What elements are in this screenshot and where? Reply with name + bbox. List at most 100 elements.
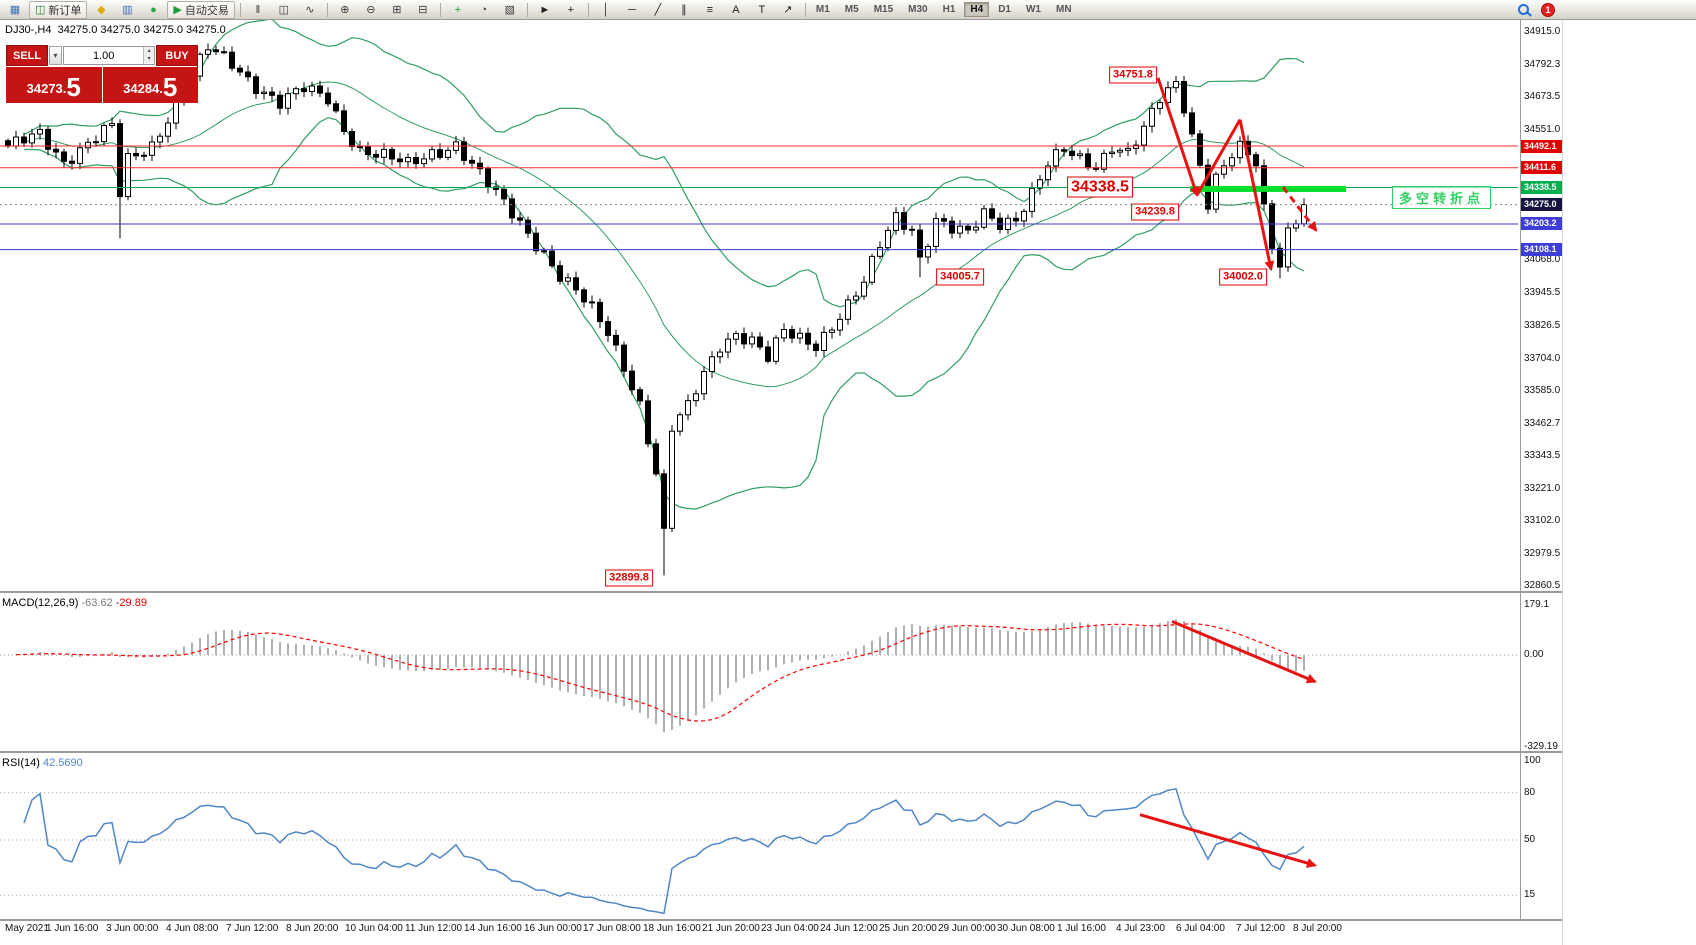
buy-price-frac: 5	[162, 72, 178, 102]
chart-ohlc-header: DJ30-,H4 34275.0 34275.0 34275.0 34275.0	[5, 24, 226, 36]
candlestick-chart-icon[interactable]: ◫	[272, 1, 296, 19]
new-order-button[interactable]: ◫ 新订单	[29, 0, 88, 19]
macd-name: MACD(12,26,9)	[2, 597, 79, 609]
macd-panel-separator[interactable]	[0, 591, 1562, 593]
new-chart-icon[interactable]: ▦	[3, 1, 27, 19]
periods-icon: ◔	[480, 3, 488, 16]
notification-badge[interactable]: 1	[1541, 3, 1555, 17]
profiles-icon: ●	[150, 3, 157, 16]
templates-icon[interactable]: ▧	[498, 1, 522, 19]
zoom-in-icon: ⊕	[340, 3, 350, 16]
volume-up-icon[interactable]: ▴	[144, 47, 154, 55]
cursor-icon[interactable]: ►	[533, 1, 557, 19]
timeframe-M30[interactable]: M30	[908, 4, 928, 15]
window-right-border	[1562, 20, 1563, 945]
bar-chart-icon[interactable]: ‖	[246, 1, 270, 19]
zoom-out-icon[interactable]: ⊖	[359, 1, 383, 19]
timeframe-M5[interactable]: M5	[844, 4, 859, 15]
fibonacci-icon[interactable]: ≡	[698, 1, 722, 19]
macd-main-value: -63.62	[81, 597, 113, 609]
toolbar-separator	[587, 2, 589, 17]
folder-icon: ◆	[97, 3, 106, 16]
arrows-icon[interactable]: ↗	[776, 1, 800, 19]
buy-button[interactable]: BUY	[156, 45, 198, 66]
crosshair-icon: +	[567, 3, 575, 16]
toolbar-separator	[239, 2, 241, 17]
rsi-label: RSI(14) 42.5690	[2, 757, 83, 769]
timeframe-toolbar: M1 M5 M15 M30 H1 H4 D1 W1 MN	[809, 2, 1078, 17]
folder-icon[interactable]: ◆	[89, 1, 113, 19]
sell-button[interactable]: SELL	[6, 45, 48, 66]
toolbar-separator	[804, 2, 806, 17]
timeframe-D1[interactable]: D1	[998, 4, 1011, 15]
timeframe-M1[interactable]: M1	[815, 4, 830, 15]
zoom-in-icon[interactable]: ⊕	[333, 1, 357, 19]
line-chart-icon: ∿	[305, 3, 315, 16]
auto-arrange-icon[interactable]: ⊟	[411, 1, 435, 19]
indicators-icon[interactable]: +	[446, 1, 470, 19]
timeframe-M15[interactable]: M15	[873, 4, 894, 15]
new-order-button-label: 新订单	[48, 4, 82, 17]
volume-input[interactable]	[64, 47, 144, 64]
toolbar-separator	[326, 2, 328, 17]
periods-icon[interactable]: ◔	[472, 1, 496, 19]
tile-windows-icon: ⊞	[392, 3, 402, 16]
macd-signal-value: -29.89	[115, 597, 147, 609]
channel-icon: ∥	[681, 3, 687, 16]
rsi-panel-separator[interactable]	[0, 751, 1562, 753]
indicators-icon: +	[454, 3, 462, 16]
autotrading-button[interactable]: ▶ 自动交易	[167, 0, 235, 19]
trendline-icon: ╱	[654, 3, 662, 16]
line-chart-icon[interactable]: ∿	[298, 1, 322, 19]
sell-price-frac: 5	[66, 72, 81, 102]
new-chart-icon: ▦	[9, 3, 21, 16]
candlestick-chart-icon: ◫	[278, 3, 290, 16]
volume-down-icon[interactable]: ▾	[144, 55, 154, 63]
autotrading-icon: ▶	[173, 3, 182, 16]
bar-chart-icon: ‖	[255, 3, 261, 16]
timeframe-MN[interactable]: MN	[1055, 4, 1072, 15]
vertical-line-icon: │	[602, 3, 610, 16]
cursor-icon: ►	[539, 3, 551, 16]
toolbar-separator	[439, 2, 441, 17]
macd-label: MACD(12,26,9) -63.62 -29.89	[2, 597, 147, 609]
profiles-icon[interactable]: ●	[141, 1, 165, 19]
new-order-icon: ◫	[35, 3, 46, 16]
vertical-line-icon[interactable]: │	[594, 1, 618, 19]
auto-arrange-icon: ⊟	[418, 3, 428, 16]
charts-icon[interactable]: ▥	[115, 1, 139, 19]
sell-price-display[interactable]: 34273. 5	[6, 67, 102, 103]
zoom-out-icon: ⊖	[366, 3, 376, 16]
order-mode-dropdown[interactable]: ▾	[49, 46, 62, 65]
search-icon[interactable]	[1518, 4, 1532, 18]
charts-icon: ▥	[122, 3, 133, 16]
timeframe-W1[interactable]: W1	[1025, 4, 1041, 15]
text-icon: A	[732, 3, 740, 16]
buy-price-display[interactable]: 34284. 5	[102, 67, 198, 103]
tile-windows-icon[interactable]: ⊞	[385, 1, 409, 19]
arrows-icon: ↗	[783, 3, 793, 16]
time-axis-separator	[0, 919, 1562, 921]
fibonacci-icon: ≡	[706, 3, 714, 16]
one-click-trade-panel: SELL ▾ ▴▾ BUY 34273.5 34284.5	[6, 45, 198, 103]
sell-price-int: 34273.	[26, 81, 67, 96]
timeframe-H1[interactable]: H1	[942, 4, 956, 15]
crosshair-icon[interactable]: +	[559, 1, 583, 19]
trendline-icon[interactable]: ╱	[646, 1, 670, 19]
timeframe-H4[interactable]: H4	[964, 2, 990, 17]
volume-spinner[interactable]: ▴ ▾	[143, 47, 154, 64]
text-icon[interactable]: A	[724, 1, 748, 19]
rsi-name: RSI(14)	[2, 757, 40, 769]
toolbar-separator	[526, 2, 528, 17]
templates-icon: ▧	[504, 3, 516, 16]
buy-price-int: 34284.	[123, 81, 163, 96]
horizontal-line-icon[interactable]: ─	[620, 1, 644, 19]
label-icon: T	[758, 3, 766, 16]
channel-icon[interactable]: ∥	[672, 1, 696, 19]
autotrading-button-label: 自动交易	[184, 4, 229, 17]
toolbar: ▦ ◫ 新订单 ◆ ▥ ● ▶ 自动交易 ‖ ◫ ∿ ⊕ ⊖ ⊞ ⊟ + ◔ ▧ ► + │ ─ ╱ ∥ ≡ A T ↗ M1 M5 M1…	[0, 0, 1696, 20]
rsi-value: 42.5690	[42, 757, 83, 769]
label-icon[interactable]: T	[750, 1, 774, 19]
